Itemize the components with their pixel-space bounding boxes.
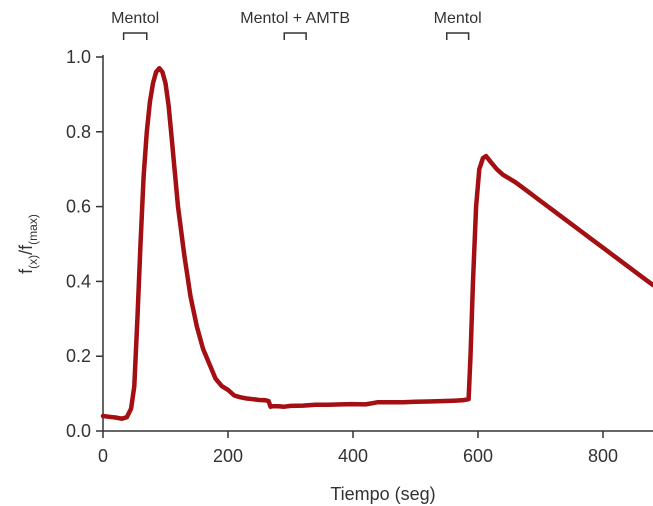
y-tick-label: 0.2 bbox=[66, 346, 91, 366]
y-tick-label: 0.6 bbox=[66, 197, 91, 217]
y-axis-title-f1: f bbox=[16, 268, 36, 274]
x-tick-label: 200 bbox=[213, 446, 243, 466]
y-tick-label: 1.0 bbox=[66, 47, 91, 67]
y-axis-title: f(x)/f(max) bbox=[16, 214, 40, 274]
stimulus-bracket bbox=[122, 32, 148, 40]
y-axis-title-sub2: (max) bbox=[26, 214, 40, 245]
y-tick-label: 0.0 bbox=[66, 421, 91, 441]
x-axis: 0 200 400 600 800 bbox=[98, 430, 653, 466]
y-axis-title-sub1: (x) bbox=[26, 255, 40, 269]
x-tick-label: 0 bbox=[98, 446, 108, 466]
plot-area bbox=[100, 65, 653, 421]
stimulus-bracket bbox=[446, 32, 470, 40]
annotations: Mentol Mentol + AMTB Mentol bbox=[111, 10, 482, 40]
stimulus-bracket bbox=[283, 32, 307, 40]
stimulus-label: Mentol bbox=[434, 10, 482, 27]
stimulus-label: Mentol + AMTB bbox=[240, 10, 350, 27]
y-axis: 0.0 0.2 0.4 0.6 0.8 1.0 bbox=[66, 47, 104, 441]
y-tick-label: 0.4 bbox=[66, 271, 91, 291]
y-axis-title-mid: /f bbox=[16, 244, 36, 255]
stimulus-label: Mentol bbox=[111, 10, 159, 27]
x-tick-label: 600 bbox=[463, 446, 493, 466]
series-line bbox=[100, 65, 653, 421]
x-axis-title: Tiempo (seg) bbox=[330, 484, 435, 504]
y-tick-label: 0.8 bbox=[66, 122, 91, 142]
x-tick-label: 800 bbox=[588, 446, 618, 466]
x-tick-label: 400 bbox=[338, 446, 368, 466]
